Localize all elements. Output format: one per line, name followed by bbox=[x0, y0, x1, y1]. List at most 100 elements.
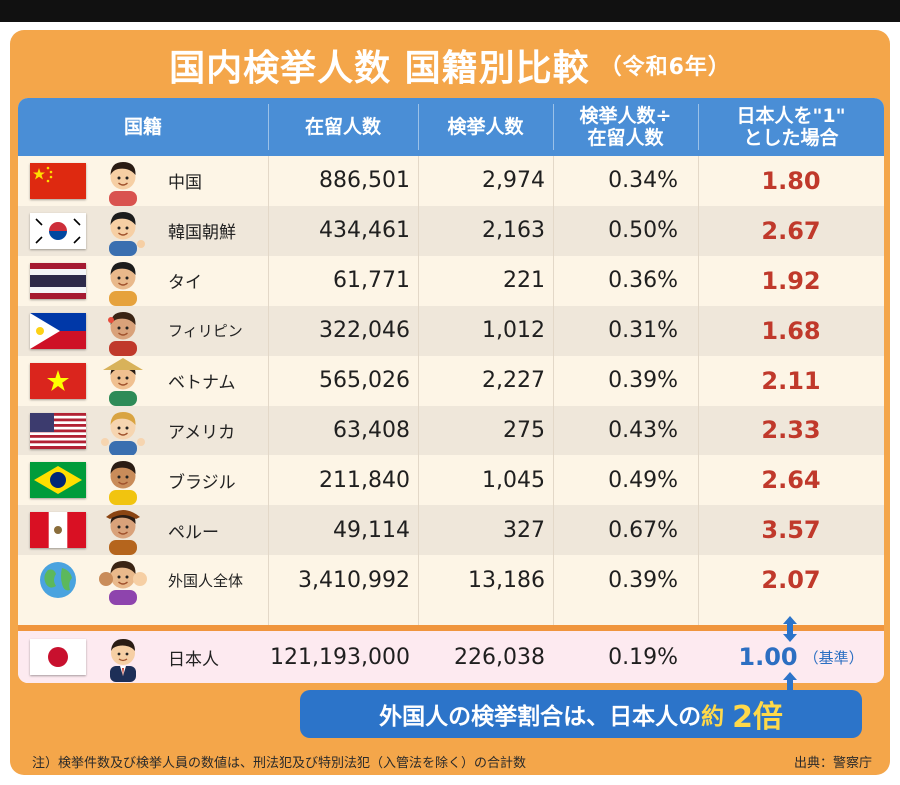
korea-flag bbox=[30, 212, 86, 249]
usa-flag bbox=[30, 412, 86, 449]
avatar bbox=[98, 505, 148, 556]
arrests-value: 226,038 bbox=[454, 644, 545, 670]
arrests-value: 221 bbox=[503, 268, 545, 294]
ratio-value: 3.57 bbox=[761, 516, 821, 545]
avatar bbox=[98, 156, 148, 206]
source-credit: 出典：警察庁 bbox=[793, 756, 872, 771]
arrests-value: 13,186 bbox=[468, 567, 545, 593]
banner-text: 外国人の検挙割合は、日本人の bbox=[379, 704, 702, 730]
brazil-flag bbox=[30, 462, 86, 499]
comparison-table: 国籍 在留人数 検挙人数 検挙人数÷ 在留人数 日本人を"1" とした場合 中国… bbox=[18, 98, 884, 683]
residents-value: 322,046 bbox=[319, 318, 410, 344]
rate-value: 0.39% bbox=[608, 567, 678, 593]
residents-value: 434,461 bbox=[319, 218, 410, 244]
rate-value: 0.43% bbox=[608, 417, 678, 443]
header-rate-line2: 在留人数 bbox=[587, 127, 664, 149]
table-row: ペルー 49,114 327 0.67% 3.57 bbox=[18, 505, 884, 556]
residents-value: 211,840 bbox=[319, 467, 410, 493]
residents-value: 886,501 bbox=[319, 168, 410, 194]
arrow-up-icon bbox=[783, 616, 797, 632]
country-name: 外国人全体 bbox=[168, 571, 244, 590]
divider bbox=[18, 625, 884, 631]
table-row: 外国人全体 3,410,992 13,186 0.39% 2.07 bbox=[18, 555, 884, 606]
rate-value: 0.39% bbox=[608, 368, 678, 394]
avatar bbox=[98, 455, 148, 506]
page-title: 国内検挙人数 国籍別比較 （令和6年） bbox=[10, 30, 890, 100]
table-row: ベトナム 565,026 2,227 0.39% 2.11 bbox=[18, 355, 884, 406]
globe-icon bbox=[30, 560, 86, 601]
column-divider bbox=[698, 156, 699, 625]
header-ratio: 日本人を"1" とした場合 bbox=[698, 98, 884, 156]
residents-value: 121,193,000 bbox=[270, 644, 410, 670]
residents-value: 63,408 bbox=[333, 417, 410, 443]
vietnam-flag bbox=[30, 362, 86, 399]
country-name: 中国 bbox=[168, 173, 202, 194]
header-arrests: 検挙人数 bbox=[447, 116, 524, 138]
ratio-value: 1.00 （基準） bbox=[718, 631, 884, 683]
column-divider bbox=[418, 156, 419, 625]
arrow-connector bbox=[783, 616, 797, 692]
ratio-value: 2.33 bbox=[761, 416, 821, 445]
ratio-value: 1.68 bbox=[761, 316, 821, 345]
china-flag bbox=[30, 163, 86, 199]
arrests-value: 1,045 bbox=[482, 467, 545, 493]
country-name: フィリピン bbox=[168, 322, 243, 341]
table-row: 中国 886,501 2,974 0.34% 1.80 bbox=[18, 156, 884, 206]
rate-value: 0.50% bbox=[608, 218, 678, 244]
avatar-japan bbox=[98, 632, 148, 682]
country-name: タイ bbox=[168, 273, 202, 294]
header-ratio-line1: 日本人を"1" bbox=[736, 105, 846, 127]
header-ratio-line2: とした場合 bbox=[743, 127, 839, 149]
rate-value: 0.49% bbox=[608, 467, 678, 493]
arrests-value: 2,227 bbox=[482, 368, 545, 394]
header-residents: 在留人数 bbox=[304, 116, 381, 138]
column-divider bbox=[553, 156, 554, 625]
banner-highlight: 2倍 bbox=[732, 700, 783, 735]
column-divider bbox=[268, 156, 269, 625]
header-nationality: 国籍 bbox=[123, 116, 162, 138]
country-name: アメリカ bbox=[168, 422, 236, 443]
arrow-up-icon-2 bbox=[783, 672, 797, 692]
ratio-number: 1.00 bbox=[738, 643, 798, 671]
title-sub: （令和6年） bbox=[599, 55, 731, 80]
rate-value: 0.19% bbox=[608, 644, 678, 670]
rate-value: 0.31% bbox=[608, 318, 678, 344]
avatar bbox=[98, 555, 148, 606]
residents-value: 565,026 bbox=[319, 368, 410, 394]
title-main: 国内検挙人数 国籍別比較 bbox=[169, 48, 590, 89]
table-row-japan: 日本人 121,193,000 226,038 0.19% 1.00 （基準） bbox=[18, 631, 884, 683]
baseline-label: （基準） bbox=[803, 648, 864, 667]
avatar bbox=[98, 406, 148, 456]
table-row: フィリピン 322,046 1,012 0.31% 1.68 bbox=[18, 305, 884, 356]
header-rate-line1: 検挙人数÷ bbox=[579, 105, 672, 127]
residents-value: 3,410,992 bbox=[298, 567, 410, 593]
thailand-flag bbox=[30, 262, 86, 299]
country-name: ペルー bbox=[168, 522, 219, 543]
ratio-value: 2.07 bbox=[761, 566, 821, 595]
avatar bbox=[98, 256, 148, 306]
table-row: ブラジル 211,840 1,045 0.49% 2.64 bbox=[18, 455, 884, 506]
country-name: ブラジル bbox=[168, 472, 236, 493]
avatar bbox=[98, 206, 148, 256]
arrow-down-icon bbox=[783, 632, 797, 642]
footnote: 注）検挙件数及び検挙人員の数値は、刑法犯及び特別法犯（入管法を除く）の合計数 bbox=[32, 756, 527, 771]
peru-flag bbox=[30, 512, 86, 549]
ratio-value: 1.92 bbox=[761, 266, 821, 295]
avatar bbox=[98, 306, 148, 356]
banner-accent: 約 bbox=[701, 704, 725, 730]
table-header: 国籍 在留人数 検挙人数 検挙人数÷ 在留人数 日本人を"1" とした場合 bbox=[18, 98, 884, 156]
arrests-value: 2,163 bbox=[482, 218, 545, 244]
ratio-value: 1.80 bbox=[761, 166, 821, 195]
arrests-value: 327 bbox=[503, 517, 545, 543]
residents-value: 61,771 bbox=[333, 268, 410, 294]
table-row: アメリカ 63,408 275 0.43% 2.33 bbox=[18, 405, 884, 456]
philippines-flag bbox=[30, 312, 86, 349]
country-name: 韓国朝鮮 bbox=[168, 223, 236, 244]
table-row: 韓国朝鮮 434,461 2,163 0.50% 2.67 bbox=[18, 205, 884, 256]
country-name: 日本人 bbox=[168, 649, 219, 670]
arrests-value: 275 bbox=[503, 417, 545, 443]
arrests-value: 2,974 bbox=[482, 168, 545, 194]
ratio-value: 2.11 bbox=[761, 366, 821, 395]
residents-value: 49,114 bbox=[333, 517, 410, 543]
ratio-value: 2.64 bbox=[761, 466, 821, 495]
